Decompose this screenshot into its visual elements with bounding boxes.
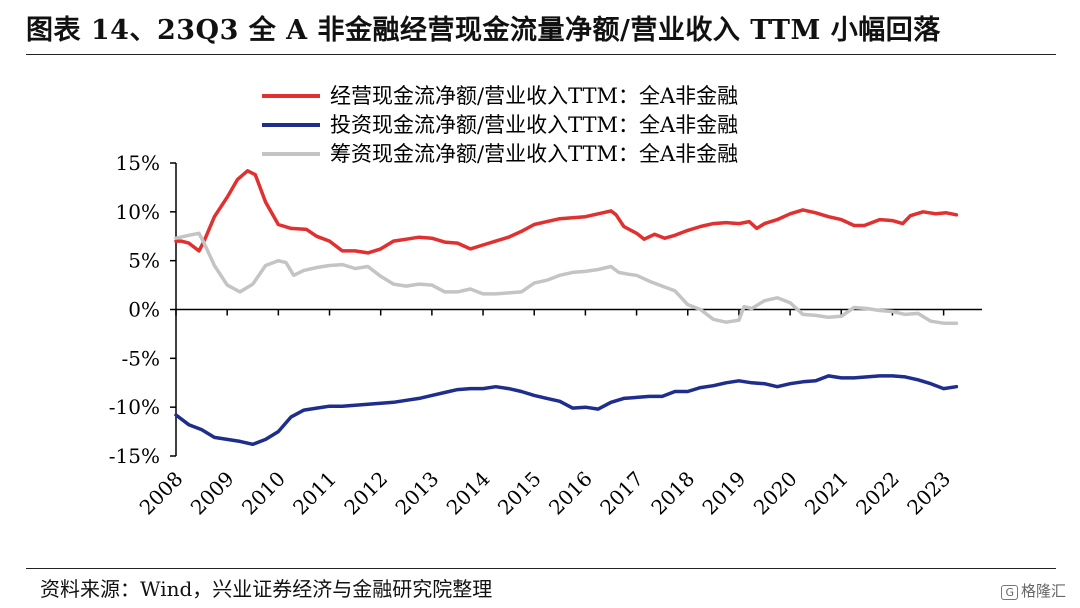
- series-line-1: [174, 169, 959, 255]
- series-layer: [174, 169, 959, 447]
- axes: 15%10%5%0%-5%-10%-15%2008200920102011201…: [109, 151, 982, 520]
- series-line-3: [174, 231, 959, 325]
- bottom-rule: [26, 568, 1056, 569]
- legend-label-1: 经营现金流净额/营业收入TTM：全A非金融: [330, 84, 738, 108]
- legend-label-3: 筹资现金流净额/营业收入TTM：全A非金融: [330, 142, 738, 166]
- x-tick-label: 2022: [851, 467, 904, 520]
- series-line-2: [174, 374, 959, 447]
- watermark: G 格隆汇: [1001, 580, 1066, 601]
- x-tick-label: 2009: [186, 467, 239, 520]
- watermark-text: 格隆汇: [1020, 582, 1066, 600]
- x-tick-label: 2015: [493, 467, 546, 520]
- x-tick-label: 2020: [749, 467, 802, 520]
- y-tick-label: 10%: [116, 200, 160, 224]
- line-chart: 经营现金流净额/营业收入TTM：全A非金融投资现金流净额/营业收入TTM：全A非…: [109, 84, 982, 520]
- x-tick-label: 2018: [646, 467, 699, 520]
- y-tick-label: 5%: [128, 249, 160, 273]
- y-tick-label: -5%: [122, 346, 161, 370]
- y-tick-label: -10%: [109, 395, 160, 419]
- legend-label-2: 投资现金流净额/营业收入TTM：全A非金融: [330, 113, 738, 137]
- y-tick-label: 0%: [128, 298, 160, 322]
- x-tick-label: 2011: [288, 467, 341, 520]
- top-rule: [26, 54, 1056, 55]
- y-tick-label: -15%: [109, 444, 160, 468]
- y-tick-label: 15%: [116, 151, 160, 175]
- x-tick-label: 2023: [902, 467, 955, 520]
- source-note: 资料来源：Wind，兴业证券经济与金融研究院整理: [40, 577, 493, 601]
- x-tick-label: 2017: [595, 467, 648, 520]
- x-tick-label: 2021: [800, 467, 853, 520]
- x-tick-label: 2019: [697, 467, 750, 520]
- watermark-logo-icon: G: [1001, 585, 1018, 600]
- x-tick-label: 2016: [544, 467, 597, 520]
- x-tick-label: 2014: [442, 467, 495, 520]
- x-tick-label: 2012: [339, 467, 392, 520]
- x-tick-label: 2013: [390, 467, 443, 520]
- chart-title: 图表 14、23Q3 全 A 非金融经营现金流量净额/营业收入 TTM 小幅回落: [26, 15, 941, 46]
- x-tick-label: 2010: [237, 467, 290, 520]
- x-tick-label: 2008: [135, 467, 188, 520]
- legend: 经营现金流净额/营业收入TTM：全A非金融投资现金流净额/营业收入TTM：全A非…: [262, 84, 738, 166]
